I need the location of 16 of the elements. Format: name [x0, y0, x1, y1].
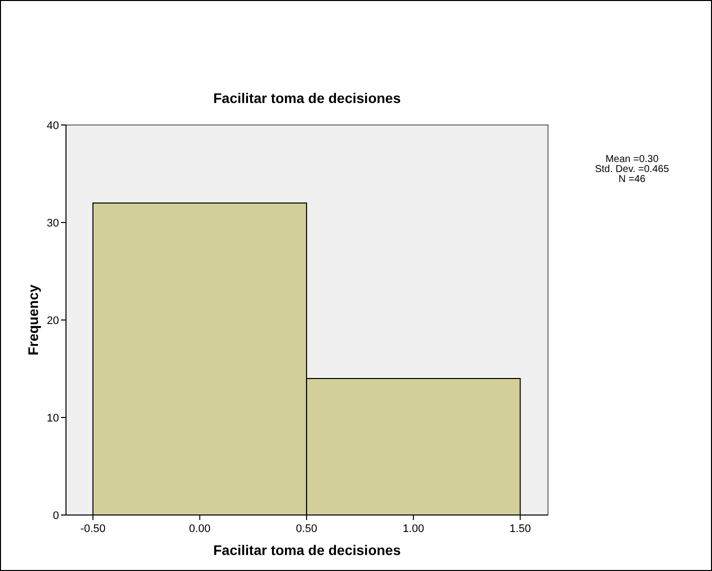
x-tick-label: -0.50 — [80, 523, 106, 535]
y-tick-label: 30 — [46, 217, 59, 230]
x-tick-label: 0.50 — [296, 523, 318, 535]
text: Std. Dev. =0.465 — [594, 164, 670, 175]
y-tick-label: 10 — [46, 412, 59, 424]
y-axis-title: Frequency — [25, 284, 41, 356]
x-axis-title: Facilitar toma de decisiones — [213, 542, 401, 558]
text: Mean =0.30 — [605, 154, 659, 165]
x-tick-label: 1.00 — [402, 523, 424, 535]
y-tick-label: 0 — [52, 510, 59, 522]
x-tick-label: 1.50 — [510, 523, 531, 535]
chart-title: Facilitar toma de decisiones — [213, 90, 401, 106]
y-tick-label: 20 — [46, 314, 59, 327]
x-tick-label: 0.00 — [189, 523, 210, 535]
text: N =46 — [618, 174, 646, 185]
y-tick-label: 40 — [46, 120, 59, 132]
